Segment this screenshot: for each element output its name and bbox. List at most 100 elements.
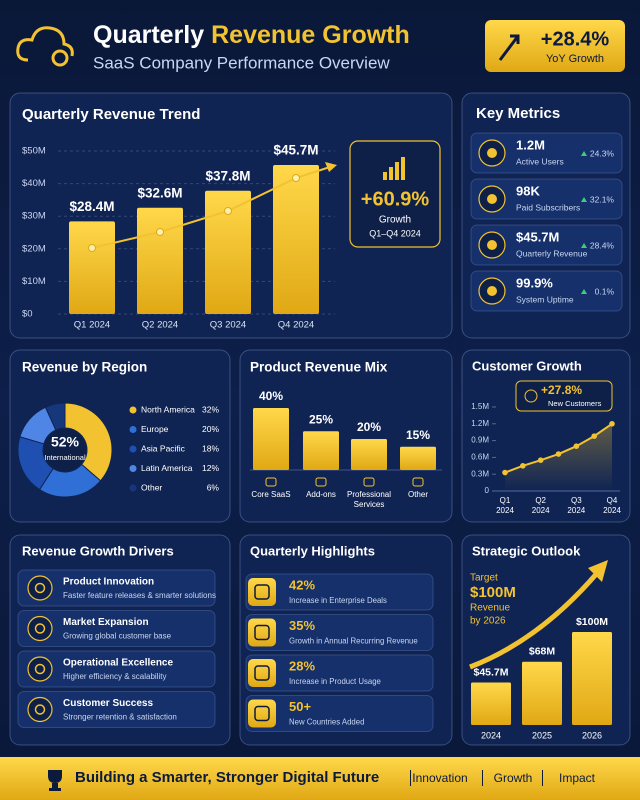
outlook-arrow [469,570,600,670]
x-tick-label: 2024 [481,730,501,740]
value-label: 20% [357,420,381,434]
panel-title: Revenue Growth Drivers [22,543,174,558]
y-tick-label: $40M [22,178,46,189]
y-tick-label: $30M [22,211,46,222]
donut-slice [64,402,113,482]
header-title: Quarterly Revenue Growth [93,21,410,49]
highlight-value: 28% [289,658,315,673]
metric-label: Active Users [516,156,564,166]
category-icon [265,477,277,487]
bar [351,439,387,470]
outlook-arrowhead [588,560,608,582]
title-part: Quarterly [93,21,204,49]
center-label: International [44,453,86,462]
legend-value: 20% [202,424,219,434]
annotation-line: Target [470,573,498,584]
legend-swatch [129,484,137,492]
panel [239,349,453,523]
metric-value: $45.7M [516,229,559,244]
metric-label: System Uptime [516,294,574,304]
legend-label: North America [141,404,195,414]
annotation-line: $100M [470,584,516,601]
bar [400,446,436,470]
x-tick-label: Other [407,490,428,499]
legend-value: 12% [202,463,219,473]
y-tick-label: 1.5M [471,402,489,411]
bar [69,221,115,314]
driver-title: Market Expansion [63,617,149,628]
highlight-card [245,654,434,692]
legend-label: Other [141,482,162,492]
center-value: 52% [51,434,80,450]
driver-title: Customer Success [63,698,153,709]
legend-value: 6% [207,482,220,492]
value-label: $37.8M [205,168,250,183]
annotation-label: New Customers [548,399,602,408]
driver-card [17,691,216,728]
legend-swatch [129,426,137,433]
category-icon [315,477,327,487]
x-tick-label: Q3 2024 [567,496,586,515]
y-tick-label: 1.2M [471,419,489,428]
panel-title: Key Metrics [476,105,560,122]
panel-title: Quarterly Revenue Trend [22,106,200,123]
callout-icon [383,157,405,180]
bar [273,165,319,314]
highlight-icon-mark [254,705,270,722]
x-tick-label: 2025 [532,730,552,740]
driver-icon [27,656,53,682]
y-tick-label: $50M [22,146,46,157]
annotation-value: +60.9% [361,188,430,210]
badge [485,20,625,72]
highlight-label: Increase in Enterprise Deals [289,596,387,605]
callout-box [349,140,441,248]
annotation-label: Growth [379,215,411,226]
badge-value: +28.4% [541,28,610,50]
highlight-card [245,614,434,651]
highlight-icon [248,659,276,687]
driver-icon-dot [34,704,46,715]
highlight-value: 35% [289,618,315,633]
highlight-icon [248,578,276,606]
x-tick-label: Core SaaS [251,490,291,499]
y-tick-label: $20M [22,243,46,254]
donut-hole [44,429,86,471]
annotation-box [515,380,613,412]
metric-card [470,270,623,312]
driver-card [17,650,216,688]
metric-value: 1.2M [516,137,545,152]
point [609,421,615,427]
x-tick-label: Add-ons [306,490,336,499]
highlight-value: 50+ [289,699,311,714]
header-subtitle: SaaS Company Performance Overview [93,53,390,72]
metric-value: 98K [516,183,540,198]
x-tick-label: Q2 2024 [142,320,178,331]
y-tick-label: 0.6M [471,453,489,462]
legend-swatch [129,465,137,472]
metric-icon-dot [487,286,497,296]
panel-title: Revenue by Region [22,360,147,375]
y-tick-label: 0 [485,486,490,495]
value-label: 15% [406,428,430,442]
y-tick-label: 0.9M [471,436,489,445]
x-tick-label: Q1 2024 [496,496,514,515]
title-highlight: Revenue Growth [211,21,410,49]
annotation-icon [524,389,538,403]
badge-arrow [498,34,520,61]
point [555,451,562,457]
metric-value: 99.9% [516,275,553,290]
driver-title: Product Innovation [63,577,154,588]
metric-card [470,178,623,220]
trend-dot [88,244,96,252]
donut-slice [44,402,66,431]
point [502,469,508,476]
x-tick-label: Q3 2024 [210,320,246,331]
legend-swatch [129,445,137,453]
driver-description: Faster feature releases & smarter soluti… [63,591,216,600]
footer-text: Building a Smarter, Stronger Digital Fut… [75,769,379,786]
trend-dot [292,174,300,182]
highlight-value: 42% [289,577,315,592]
bar [253,408,289,470]
